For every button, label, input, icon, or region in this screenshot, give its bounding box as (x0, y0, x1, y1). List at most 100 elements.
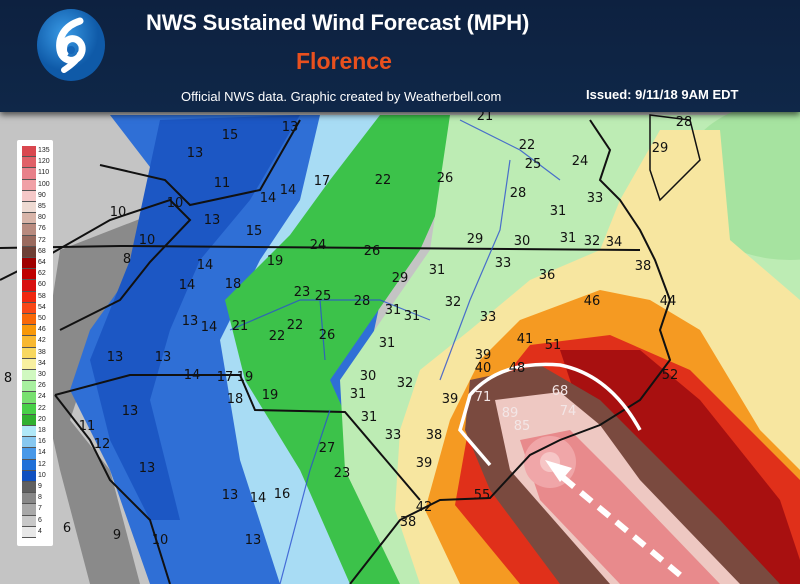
legend-value: 76 (38, 225, 46, 233)
rivers (229, 119, 561, 584)
legend-value: 8 (38, 494, 42, 502)
legend-entry: 76 (22, 224, 54, 236)
green-zone (225, 115, 480, 584)
legend-entry: 42 (22, 336, 54, 348)
legend-entry: 60 (22, 280, 54, 292)
legend-entry: 72 (22, 235, 54, 247)
legend-entry: 110 (22, 168, 54, 180)
wind-speed-label: 13 (122, 404, 139, 419)
wind-speed-label: 13 (222, 488, 239, 503)
wind-speed-label: 22 (269, 329, 286, 344)
legend-entry: 9 (22, 482, 54, 494)
legend-swatch (22, 213, 36, 225)
wind-speed-label: 13 (187, 146, 204, 161)
legend-value: 30 (38, 371, 46, 378)
legend-entry: 50 (22, 314, 54, 326)
legend-swatch (22, 403, 36, 415)
wind-speed-label: 33 (587, 191, 604, 206)
legend-value: 42 (38, 337, 46, 345)
wind-speed-label: 68 (552, 384, 569, 399)
wind-speed-label: 10 (152, 533, 169, 548)
legend-value: 4 (38, 527, 42, 535)
wind-speed-label: 13 (107, 350, 124, 365)
wind-speed-label: 14 (201, 320, 218, 335)
legend-entry: 18 (22, 426, 54, 438)
wind-speed-label: 71 (475, 390, 492, 405)
wind-speed-label: 22 (375, 173, 392, 188)
legend-value: 110 (38, 169, 50, 177)
legend-swatch (22, 347, 36, 359)
wind-speed-label: 30 (514, 234, 531, 249)
wind-speed-label: 12 (94, 437, 111, 452)
wind-speed-label: 55 (474, 488, 491, 503)
wind-speed-label: 31 (550, 204, 567, 219)
legend-value: 22 (38, 404, 46, 412)
wind-speed-label: 26 (437, 171, 454, 186)
wind-speed-label: 21 (232, 319, 249, 334)
wind-speed-label: 33 (495, 256, 512, 271)
wind-speed-label: 27 (319, 441, 336, 456)
wind-speed-label: 18 (227, 392, 244, 407)
legend-value: 20 (38, 415, 46, 423)
legend-value: 24 (38, 393, 46, 401)
legend-entry: 30 (22, 370, 54, 382)
wind-speed-label: 25 (525, 157, 542, 172)
wind-speed-label: 11 (79, 419, 96, 434)
wind-speed-label: 39 (416, 456, 433, 471)
legend-swatch (22, 459, 36, 471)
wind-speed-label: 46 (584, 294, 601, 309)
wind-speed-label: 40 (475, 361, 492, 376)
wind-speed-label: 31 (560, 231, 577, 246)
legend-value: 38 (38, 348, 46, 356)
legend-swatch (22, 437, 36, 449)
legend-swatch (22, 414, 36, 426)
legend-value: 18 (38, 427, 46, 434)
wind-speed-label: 28 (354, 294, 371, 309)
legend-entry: 34 (22, 358, 54, 370)
legend-swatch (22, 515, 36, 527)
legend-swatch (22, 482, 36, 494)
wind-speed-label: 39 (475, 348, 492, 363)
credit-text: Official NWS data. Graphic created by We… (181, 89, 502, 104)
wind-speed-label: 13 (182, 314, 199, 329)
wind-speed-label: 17 (314, 174, 331, 189)
wind-speed-label: 89 (502, 406, 519, 421)
legend-entry: 46 (22, 325, 54, 337)
wind-speed-label: 14 (280, 183, 297, 198)
wind-speed-label: 9 (113, 528, 121, 543)
legend-swatch (22, 470, 36, 482)
header-banner: NWS Sustained Wind Forecast (MPH) Floren… (0, 0, 800, 112)
legend-entry: 24 (22, 392, 54, 404)
wind-speed-label: 30 (360, 369, 377, 384)
wind-speed-label: 85 (514, 419, 531, 434)
wind-speed-label: 25 (315, 289, 332, 304)
legend-entry: 90 (22, 190, 54, 202)
wind-speed-label: 23 (334, 466, 351, 481)
color-legend: 135 120 110 100 90 85 80 76 72 68 64 62 60 58 54 50 46 42… (17, 140, 53, 546)
dark-blue-zone (90, 115, 300, 520)
wind-speed-label: 28 (510, 186, 527, 201)
wind-speed-label: 13 (155, 350, 172, 365)
wind-speed-label: 74 (560, 404, 577, 419)
legend-swatch (22, 314, 36, 326)
wind-speed-label: 34 (606, 235, 623, 250)
legend-swatch (22, 269, 36, 281)
legend-swatch (22, 504, 36, 516)
track-dashed-line (558, 472, 682, 578)
wind-speed-label: 42 (416, 500, 433, 515)
wind-speed-label: 22 (287, 318, 304, 333)
legend-swatch (22, 392, 36, 404)
track-arrowhead-icon (545, 460, 572, 482)
wind-speed-label: 15 (222, 128, 239, 143)
legend-entry: 100 (22, 179, 54, 191)
wind-speed-label: 32 (397, 376, 414, 391)
legend-value: 26 (38, 382, 46, 390)
legend-value: 68 (38, 247, 46, 255)
wind-speed-label: 26 (319, 328, 336, 343)
wind-speed-label: 31 (429, 263, 446, 278)
issued-timestamp: Issued: 9/11/18 9AM EDT (586, 87, 739, 102)
wind-speed-label: 28 (676, 115, 693, 130)
legend-value: 9 (38, 483, 42, 490)
legend-swatch (22, 370, 36, 382)
delmarva-coast (649, 114, 701, 202)
